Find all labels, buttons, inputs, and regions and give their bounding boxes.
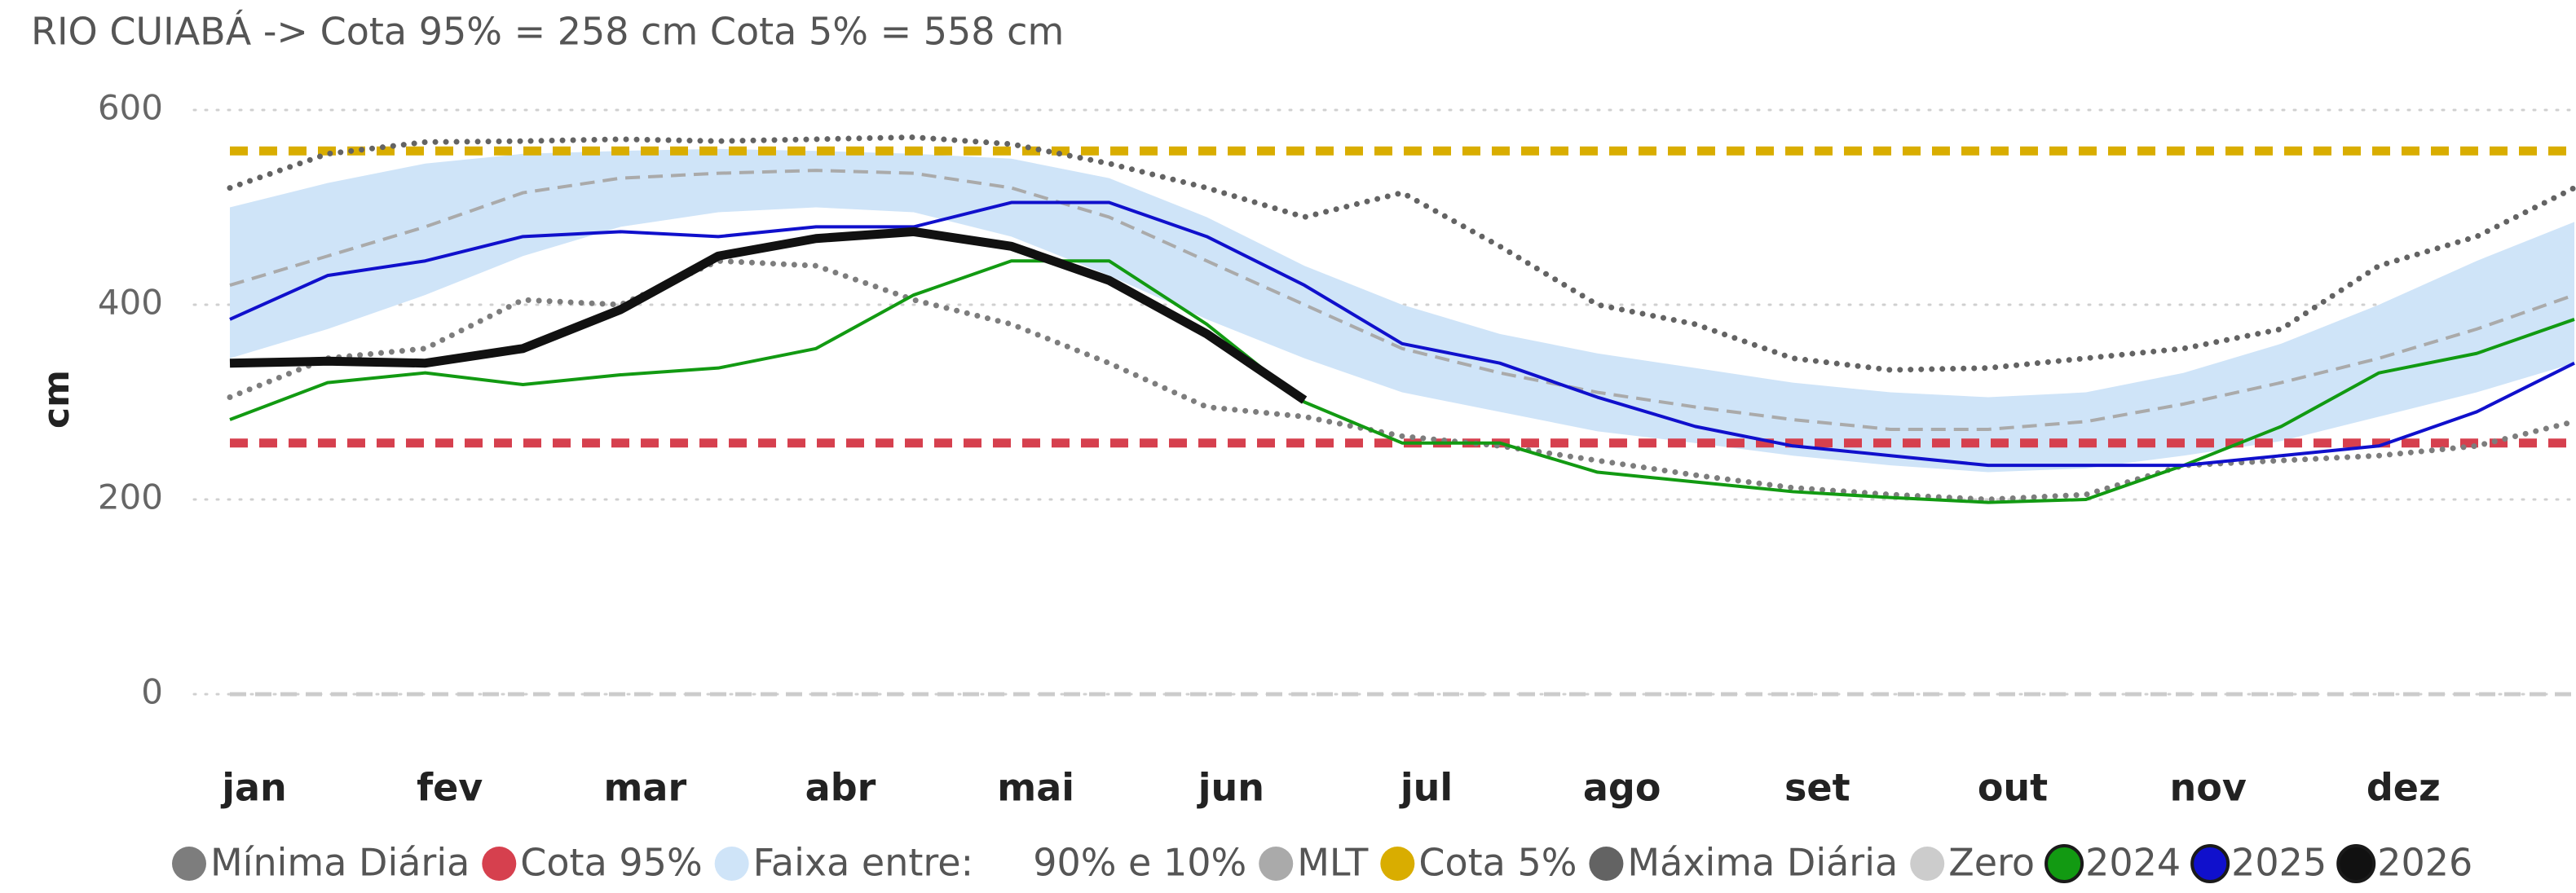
legend-marker <box>1259 847 1294 881</box>
legend-marker <box>1380 847 1415 881</box>
x-tick-label: out <box>1978 766 2048 810</box>
x-tick-label: jan <box>220 766 287 810</box>
legend-label: Faixa entre: 90% e 10% <box>753 841 1247 885</box>
legend-marker <box>172 847 206 881</box>
series-line <box>227 257 2576 503</box>
y-axis-label: cm <box>36 370 77 429</box>
legend-label: Cota 5% <box>1418 841 1577 885</box>
legend-item: 2026 <box>2336 841 2472 885</box>
legend-item: MLT <box>1259 841 1369 885</box>
legend-label: Zero <box>1948 841 2035 885</box>
legend-label: 2026 <box>2377 841 2472 885</box>
legend-item: 2024 <box>2044 841 2181 885</box>
legend-marker <box>1589 847 1624 881</box>
chart-title: RIO CUIABÁ -> Cota 95% = 258 cm Cota 5% … <box>31 10 1064 54</box>
series-line <box>229 169 2575 431</box>
x-tick-label: nov <box>2169 766 2246 810</box>
x-tick-label: mai <box>997 766 1074 810</box>
x-tick-label: set <box>1784 766 1850 810</box>
series-line <box>229 200 2575 468</box>
legend-marker <box>482 847 517 881</box>
x-tick-label: ago <box>1583 766 1661 810</box>
legend-item: Cota 5% <box>1380 841 1577 885</box>
legend-label: 2025 <box>2231 841 2327 885</box>
legend-marker <box>2336 844 2376 883</box>
series-line <box>229 227 1308 404</box>
x-tick-label: abr <box>805 766 876 810</box>
legend-marker <box>2190 844 2230 883</box>
y-tick-label: 600 <box>98 88 163 128</box>
legend-marker <box>714 847 749 881</box>
x-tick-label: mar <box>603 766 686 810</box>
x-tick-label: jul <box>1399 766 1453 810</box>
band-area <box>230 148 2574 473</box>
x-tick-label: dez <box>2366 766 2441 810</box>
y-tick-label: 0 <box>141 672 163 712</box>
legend-label: 2024 <box>2085 841 2181 885</box>
legend-label: Cota 95% <box>520 841 702 885</box>
legend-item: Faixa entre: 90% e 10% <box>714 841 1247 885</box>
y-tick-label: 400 <box>98 283 163 323</box>
legend-label: Máxima Diária <box>1627 841 1898 885</box>
legend-item: Zero <box>1910 841 2035 885</box>
legend-item: Mínima Diária <box>172 841 470 885</box>
y-tick-label: 200 <box>98 477 163 517</box>
legend-marker <box>1910 847 1945 881</box>
legend-marker <box>2044 844 2084 883</box>
series-line <box>227 134 2576 373</box>
legend-item: Máxima Diária <box>1589 841 1898 885</box>
x-tick-label: fev <box>417 766 483 810</box>
legend-label: Mínima Diária <box>210 841 470 885</box>
legend-label: MLT <box>1297 841 1369 885</box>
legend-item: 2025 <box>2190 841 2327 885</box>
legend-item: Cota 95% <box>482 841 703 885</box>
x-tick-label: jun <box>1197 766 1264 810</box>
